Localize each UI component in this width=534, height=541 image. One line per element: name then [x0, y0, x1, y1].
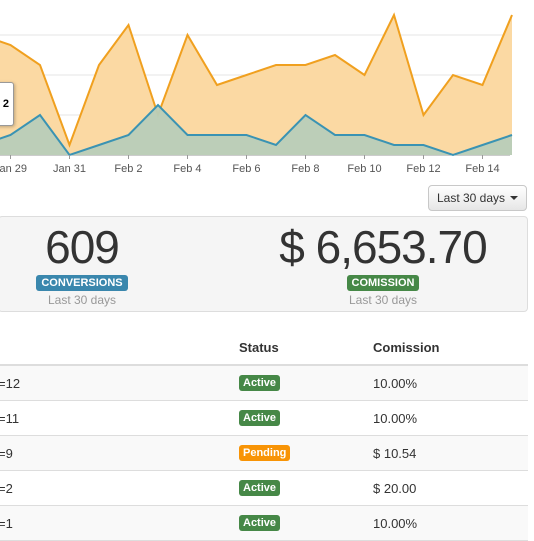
commission-period: Last 30 days: [348, 293, 418, 307]
table-row[interactable]: =11 Active 10.00%: [0, 401, 528, 436]
series-1-line: [0, 12, 513, 148]
conversions-chart: Jan 29 Jan 31 Feb 2 Feb 4 Feb 6 Feb 8 Feb 10 Fe…: [0, 12, 513, 175]
row-id: =9: [0, 446, 13, 461]
x-tick-label: Feb 4: [173, 163, 201, 175]
status-badge: Pending: [239, 445, 291, 461]
caret-down-icon: [510, 196, 519, 200]
conversions-period: Last 30 days: [47, 293, 117, 307]
status-badge: Active: [239, 515, 281, 531]
x-tick-label: Jan 29: [0, 163, 27, 175]
row-id: =1: [0, 516, 13, 531]
commission-column-header[interactable]: Comission: [373, 340, 440, 355]
status-badge: Active: [239, 375, 281, 391]
table-row[interactable]: =1 Active 10.00%: [0, 506, 528, 541]
table-body: =12 Active 10.00% =11 Active 10.00% =9 Pending $…: [0, 366, 528, 541]
commission-stat: $ 6,653.70 COMISSION Last 30 days: [249, 217, 517, 307]
chart-x-ticks: Jan 29 Jan 31 Feb 2 Feb 4 Feb 6 Feb 8 Feb 10 Fe…: [0, 155, 500, 175]
status-badge: Active: [239, 410, 281, 426]
row-commission: 10.00%: [373, 516, 418, 531]
status-badge: Active: [239, 480, 281, 496]
series-1-area: [0, 15, 512, 155]
row-id: =11: [0, 411, 20, 426]
table-header: Status Comission: [0, 330, 528, 366]
chart-tooltip: 2: [0, 82, 14, 126]
x-tick-label: Feb 2: [114, 163, 142, 175]
x-tick-label: Feb 10: [347, 163, 381, 175]
x-tick-label: Feb 14: [465, 163, 499, 175]
table-row[interactable]: =9 Pending $ 10.54: [0, 436, 528, 471]
x-tick-label: Feb 12: [406, 163, 440, 175]
conversions-badge: CONVERSIONS: [36, 275, 128, 291]
commission-value: $ 6,653.70: [279, 221, 487, 273]
status-column-header[interactable]: Status: [239, 340, 279, 355]
row-commission: $ 20.00: [373, 481, 417, 496]
x-tick-label: Feb 8: [291, 163, 319, 175]
table-row[interactable]: =12 Active 10.00%: [0, 366, 528, 401]
row-id: =2: [0, 481, 13, 496]
row-id: =12: [0, 376, 21, 391]
affiliates-table: Status Comission =12 Active 10.00% =11 Activ…: [0, 330, 528, 541]
chart-areas: [0, 12, 513, 157]
date-range-label: Last 30 days: [436, 191, 506, 205]
row-commission: $ 10.54: [373, 446, 417, 461]
table-row[interactable]: =2 Active $ 20.00: [0, 471, 528, 506]
conversions-stat: 609 CONVERSIONS Last 30 days: [0, 217, 165, 307]
row-commission: 10.00%: [373, 411, 418, 426]
x-tick-label: Feb 6: [232, 163, 260, 175]
conversions-value: 609: [45, 221, 120, 273]
date-range-dropdown[interactable]: Last 30 days: [428, 185, 527, 211]
x-tick-label: Jan 31: [53, 163, 86, 175]
row-commission: 10.00%: [373, 376, 418, 391]
stats-panel: 609 CONVERSIONS Last 30 days $ 6,653.70 …: [0, 216, 528, 312]
commission-badge: COMISSION: [346, 275, 420, 291]
chart-tooltip-value: 2: [2, 98, 9, 110]
